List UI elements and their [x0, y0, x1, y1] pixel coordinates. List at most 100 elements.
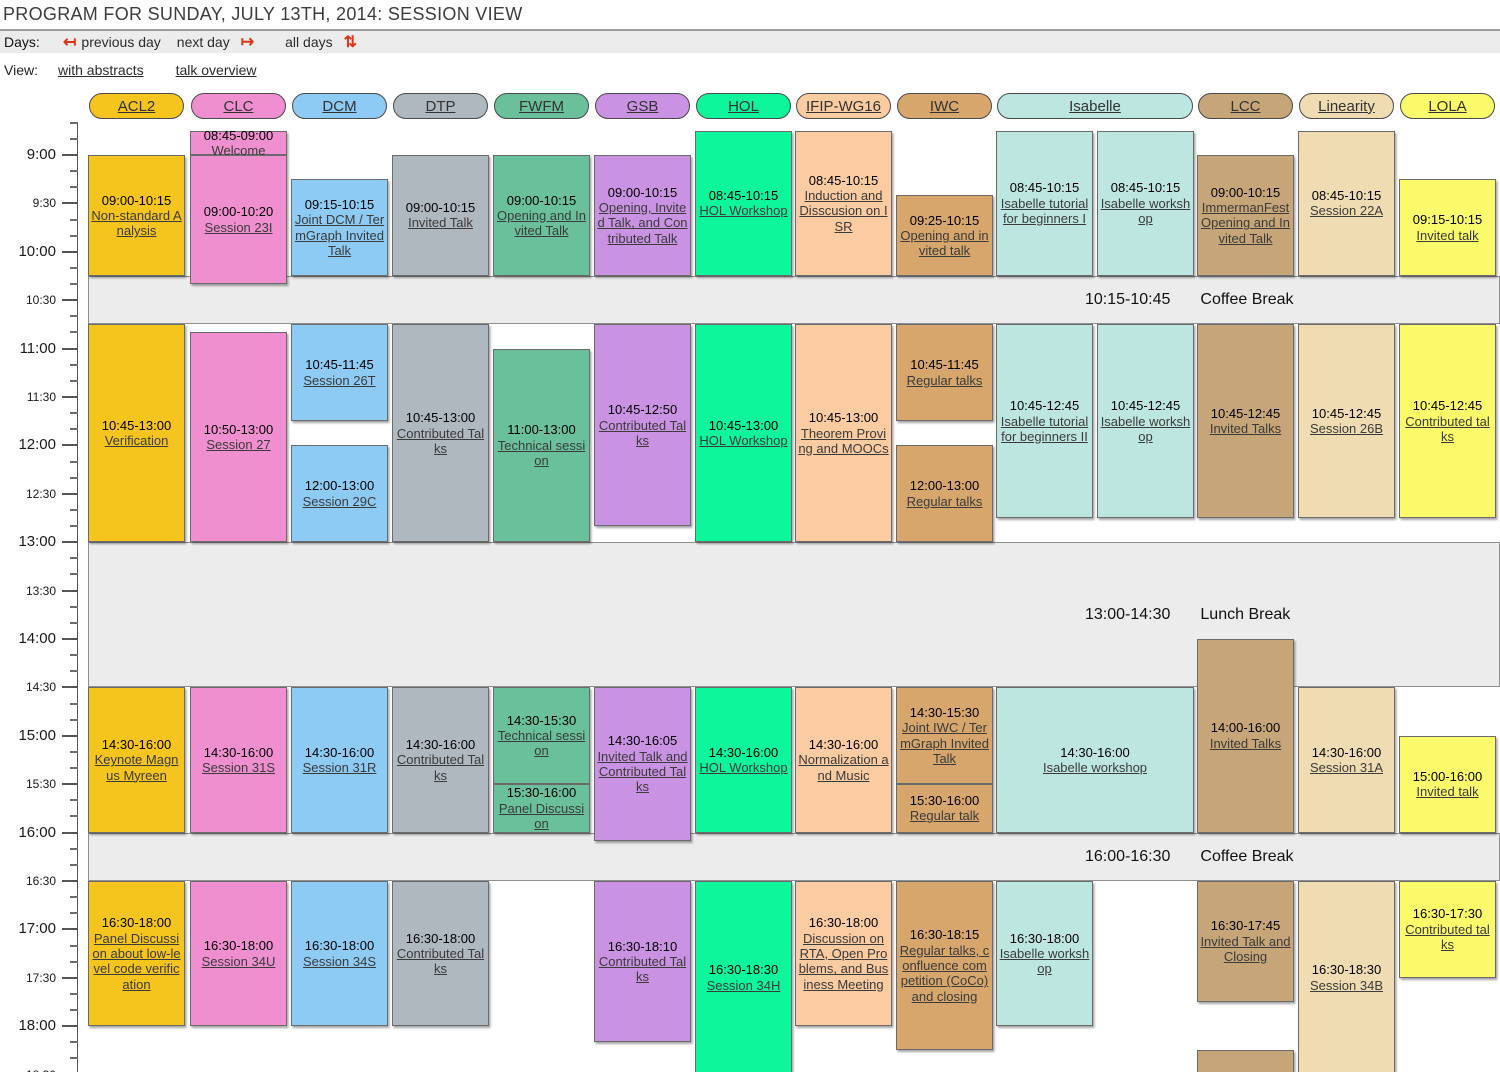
column-header-link[interactable]: IWC — [929, 97, 960, 115]
session-link[interactable]: HOL Workshop — [699, 203, 788, 219]
session-link[interactable]: Opening and Invited Talk — [497, 207, 586, 239]
column-header-link[interactable]: DCM — [322, 97, 357, 115]
session-link[interactable]: Regular talks, confluence competition (C… — [899, 942, 990, 1004]
session-link[interactable]: Session 23I — [204, 219, 273, 235]
session-link[interactable]: Isabelle workshop — [1100, 195, 1191, 227]
session-link[interactable]: Theorem Proving and MOOCs — [798, 425, 889, 456]
session-link[interactable]: Session 31S — [202, 759, 275, 775]
session-link[interactable]: Session 26B — [1310, 421, 1383, 437]
time-label: 12:30 — [25, 486, 56, 501]
session-time: 09:15-10:15 — [304, 196, 375, 212]
column-header-link[interactable]: Isabelle — [1069, 97, 1121, 115]
session-link[interactable]: Isabelle tutorial for beginners I — [1000, 195, 1089, 227]
session-link[interactable]: Opening and invited talk — [900, 227, 989, 259]
session-link[interactable]: Contributed Talks — [598, 417, 687, 448]
view-toolbar: View: with abstracts talk overview — [0, 60, 1500, 80]
session-link[interactable]: Panel Discussion — [498, 800, 585, 832]
session-link[interactable]: Isabelle tutorial for beginners II — [1000, 413, 1089, 444]
column-header-link[interactable]: CLC — [223, 97, 254, 115]
session-link[interactable]: ImmermanFest Opening and Invited Talk — [1201, 200, 1290, 246]
column-header-link[interactable]: IFIP-WG16 — [805, 97, 881, 115]
session-link[interactable]: Isabelle workshop — [1042, 759, 1148, 775]
session-link[interactable]: Contributed talks — [1405, 413, 1490, 444]
session-link[interactable]: Opening, Invited Talk, and Contributed T… — [597, 200, 688, 246]
session-link[interactable]: Verification — [104, 433, 169, 449]
session-link[interactable]: Welcome — [211, 142, 266, 158]
session-block: 09:25-10:15 Opening and invited talk — [896, 195, 993, 276]
session-time: 16:30-18:00 — [304, 938, 375, 954]
with-abstracts-link[interactable]: with abstracts — [58, 62, 144, 78]
session-time: 10:45-12:45 — [1412, 398, 1483, 414]
session-link[interactable]: Invited Talk and Contributed Talks — [597, 748, 688, 795]
talk-overview-link[interactable]: talk overview — [175, 62, 257, 78]
session-link[interactable]: Invited Talk — [408, 215, 473, 231]
session-link[interactable]: Session 29C — [302, 493, 377, 509]
axis-tick — [62, 492, 78, 495]
axis-tick — [62, 541, 78, 544]
next-day-link[interactable]: next day — [176, 34, 230, 50]
session-time: 16:30-18:30 — [708, 962, 779, 978]
axis-tick — [70, 121, 78, 124]
session-link[interactable]: Session 34B — [1310, 977, 1383, 993]
session-link[interactable]: Normalization and Music — [798, 752, 889, 783]
session-link[interactable]: Invited Talk and Closing — [1200, 933, 1291, 965]
break-name: Lunch Break — [1200, 605, 1291, 623]
session-link[interactable]: Session 22A — [1310, 203, 1383, 219]
session-link[interactable]: Isabelle workshop — [1100, 413, 1191, 444]
session-time: 15:00-16:00 — [1412, 768, 1483, 784]
session-link[interactable]: Session 34S — [303, 953, 376, 969]
session-link[interactable]: Isabelle workshop — [999, 945, 1090, 977]
session-block: 09:00-10:20 Session 23I — [190, 155, 287, 285]
session-link[interactable]: Technical session — [497, 437, 586, 469]
session-link[interactable]: Invited Talks — [1209, 421, 1282, 437]
column-header-link[interactable]: LCC — [1230, 97, 1261, 115]
axis-tick — [62, 589, 78, 592]
column-header-link[interactable]: ACL2 — [117, 97, 156, 115]
axis-tick — [62, 928, 78, 931]
session-link[interactable]: Session 31A — [1310, 759, 1383, 775]
session-link[interactable]: Joint IWC / TermGraph Invited Talk — [900, 720, 989, 767]
days-label: Days: — [4, 34, 40, 50]
column-header-link[interactable]: LOLA — [1428, 97, 1467, 115]
column-header-link[interactable]: FWFM — [519, 97, 564, 115]
column-header-link[interactable]: Linearity — [1318, 97, 1375, 115]
session-link[interactable]: Keynote Magnus Myreen — [94, 752, 179, 783]
session-time: 14:30-16:00 — [1311, 744, 1382, 760]
session-link[interactable]: Contributed Talks — [598, 953, 687, 985]
session-link[interactable]: Regular talks — [906, 372, 983, 388]
all-days-link[interactable]: all days — [285, 34, 333, 50]
session-link[interactable]: Session 27 — [206, 437, 271, 453]
session-link[interactable]: Regular talks — [906, 493, 983, 509]
axis-tick — [62, 831, 78, 834]
session-link[interactable]: Non-standard Analysis — [91, 207, 182, 239]
session-link[interactable]: Session 34U — [201, 953, 276, 969]
session-link[interactable]: Contributed Talks — [396, 945, 485, 977]
session-block: 14:30-16:00 Keynote Magnus Myreen — [88, 687, 185, 833]
session-link[interactable]: Invited talk — [1416, 227, 1479, 243]
session-link[interactable]: Technical session — [497, 728, 586, 759]
column-header-link[interactable]: HOL — [728, 97, 759, 115]
session-link[interactable]: Session 26T — [303, 372, 376, 388]
time-label: 13:30 — [25, 583, 56, 598]
column-header-link[interactable]: GSB — [626, 97, 659, 115]
session-link[interactable]: Invited Talks — [1209, 735, 1282, 751]
session-block: 08:45-10:15 Isabelle tutorial for beginne… — [996, 130, 1093, 276]
session-link[interactable]: Discussion on RTA, Open Problems, and Bu… — [798, 930, 889, 992]
session-link[interactable]: Invited talk — [1416, 784, 1479, 800]
session-link[interactable]: Induction and Disscusion on ISR — [799, 188, 888, 234]
session-block: 16:30-18:15 Regular talks, confluence com… — [896, 880, 993, 1051]
session-link[interactable]: HOL Workshop — [699, 433, 788, 449]
session-link[interactable]: Regular talk — [909, 808, 980, 824]
previous-day-link[interactable]: previous day — [81, 34, 161, 50]
session-link[interactable]: Session 31R — [302, 759, 377, 775]
session-link[interactable]: Joint DCM / TermGraph Invited Talk — [294, 212, 385, 258]
session-link[interactable]: Panel Discussion about low-level code ve… — [92, 930, 181, 992]
session-link[interactable]: Contributed Talks — [396, 752, 485, 783]
session-link[interactable]: Contributed talks — [1405, 921, 1490, 953]
session-link[interactable]: Session 34H — [706, 977, 781, 993]
column-header-link[interactable]: DTP — [425, 97, 456, 115]
session-link[interactable]: HOL Workshop — [699, 759, 788, 775]
session-link[interactable]: Contributed Talks — [396, 425, 485, 456]
axis-tick — [62, 1025, 78, 1028]
axis-tick — [70, 912, 78, 915]
